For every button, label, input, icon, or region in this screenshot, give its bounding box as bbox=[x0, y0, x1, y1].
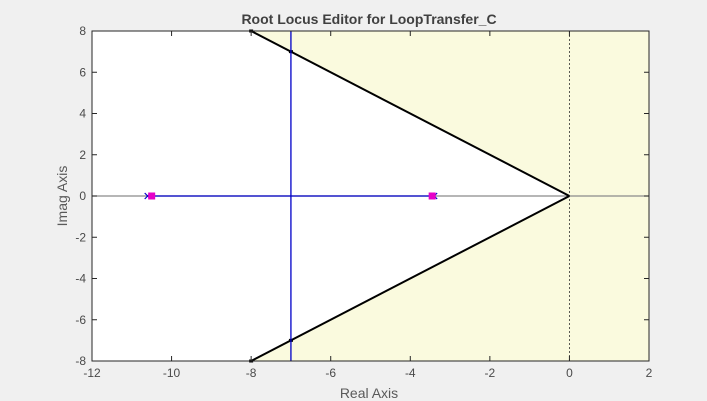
y-tick-label: -6 bbox=[75, 313, 86, 327]
y-tick-label: 6 bbox=[79, 65, 86, 79]
y-tick-label: -4 bbox=[75, 272, 86, 286]
shaded-region bbox=[251, 31, 649, 361]
axis-ticks: -12 -10 -8 -6 -4 -2 0 2 -8 -6 -4 -2 0 2 4 6 8 bbox=[75, 24, 652, 380]
y-tick-label: 4 bbox=[79, 107, 86, 121]
x-tick-label: 0 bbox=[566, 366, 573, 380]
x-tick-label: -10 bbox=[163, 366, 181, 380]
y-tick-label: -8 bbox=[75, 354, 86, 368]
chart-title: Root Locus Editor for LoopTransfer_C bbox=[241, 11, 496, 27]
x-tick-label: -12 bbox=[83, 366, 101, 380]
damping-boundary-line-1 bbox=[250, 30, 570, 197]
y-tick-label: 0 bbox=[79, 189, 86, 203]
y-tick-label: 2 bbox=[79, 148, 86, 162]
damping-boundary-line-2 bbox=[250, 195, 570, 362]
closed-loop-pole-2 bbox=[428, 192, 436, 200]
x-tick-label: -4 bbox=[405, 366, 416, 380]
x-tick-label: -2 bbox=[485, 366, 496, 380]
closed-loop-pole-1 bbox=[148, 192, 156, 200]
x-tick-label: 2 bbox=[646, 366, 653, 380]
plot-area[interactable] bbox=[91, 29, 650, 363]
y-tick-label: 8 bbox=[79, 24, 86, 38]
y-tick-label: -2 bbox=[75, 230, 86, 244]
y-axis-label: Imag Axis bbox=[54, 166, 70, 227]
x-tick-label: -6 bbox=[325, 366, 336, 380]
x-axis-label: Real Axis bbox=[340, 385, 398, 401]
x-tick-label: -8 bbox=[246, 366, 257, 380]
